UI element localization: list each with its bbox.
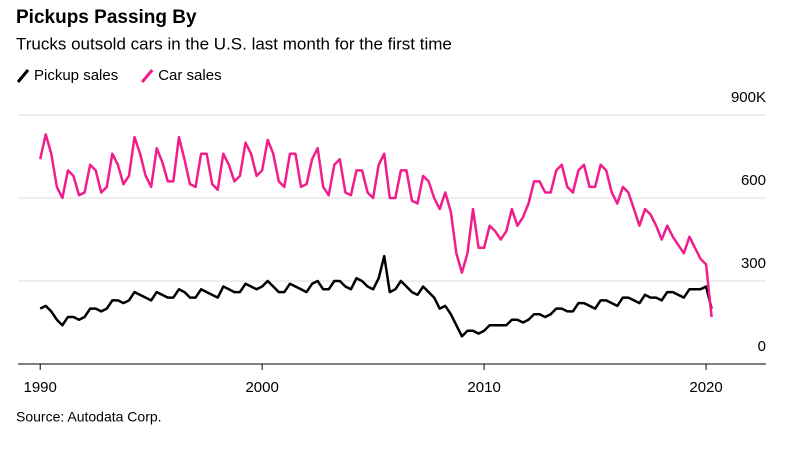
series-line	[39, 254, 713, 338]
x-tick-label: 1990	[24, 379, 57, 396]
legend-swatch	[141, 69, 154, 83]
source: Source: Autodata Corp.	[16, 409, 162, 425]
y-tick-label: 300	[741, 255, 766, 272]
legend-label: Pickup sales	[34, 67, 118, 84]
x-tick-label: 2010	[467, 379, 500, 396]
x-tick-label: 2000	[245, 379, 278, 396]
x-tick-label: 2020	[689, 379, 722, 396]
legend-label: Car sales	[158, 67, 221, 84]
chart-subtitle: Trucks outsold cars in the U.S. last mon…	[16, 34, 452, 53]
y-tick-label: 900K	[731, 89, 766, 106]
series-line	[38, 133, 713, 318]
chart-title: Pickups Passing By	[16, 7, 197, 28]
y-tick-label: 0	[758, 338, 766, 355]
y-tick-label: 600	[741, 172, 766, 189]
legend-swatch	[16, 69, 30, 83]
